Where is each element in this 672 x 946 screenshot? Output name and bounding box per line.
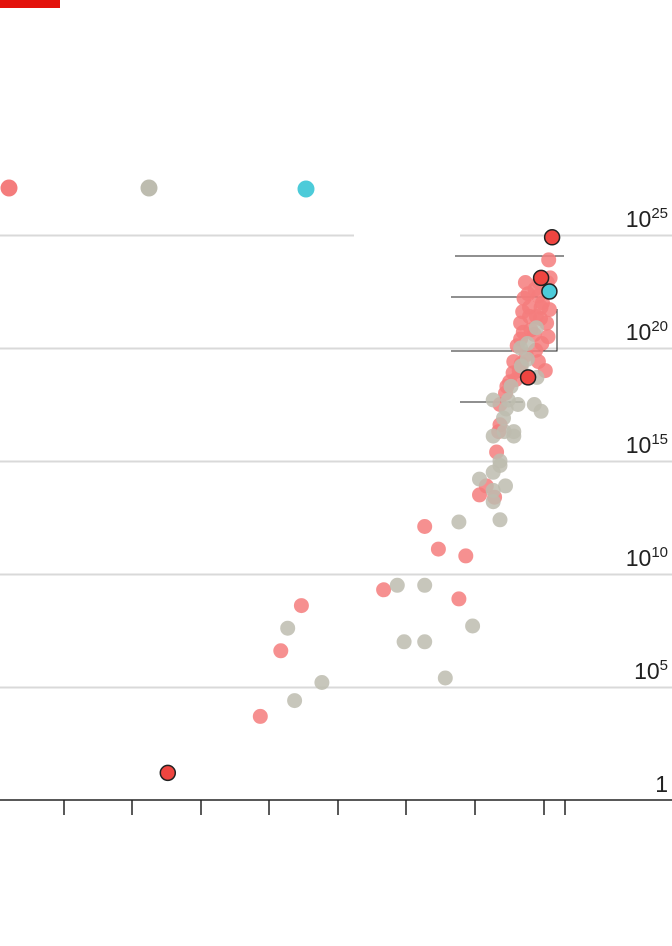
point-series-b — [519, 351, 535, 367]
point-series-b — [417, 577, 433, 593]
accent-bar — [0, 0, 60, 8]
point-series-b — [492, 512, 508, 528]
point-series-b — [533, 403, 549, 419]
point-series-a — [541, 252, 557, 268]
point-series-b — [485, 392, 501, 408]
point-series-b — [485, 494, 501, 510]
y-tick-label: 1 — [655, 771, 668, 797]
point-series-b — [417, 634, 433, 650]
point-series-b — [396, 634, 412, 650]
gridlines — [0, 234, 672, 689]
legend-marker-b — [140, 179, 158, 197]
point-series-b — [503, 378, 519, 394]
point-series-a — [541, 302, 557, 318]
point-series-b — [314, 675, 330, 690]
point-series-b — [389, 577, 405, 593]
highlighted-point — [532, 269, 550, 287]
highlighted-points — [159, 229, 561, 782]
y-tick-label: 105 — [634, 657, 668, 684]
y-tick-label: 1010 — [626, 544, 668, 571]
point-series-a — [540, 329, 556, 345]
point-series-b — [528, 320, 544, 336]
legend-marker-a — [0, 179, 18, 197]
point-series-a — [293, 598, 309, 614]
y-tick-labels: 1025 1020 1015 1010 105 1 — [626, 205, 668, 797]
data-points — [160, 252, 558, 781]
x-axis — [0, 799, 672, 815]
point-series-a — [376, 582, 392, 598]
point-series-b — [287, 693, 303, 709]
point-series-a — [252, 708, 268, 724]
highlighted-point — [159, 764, 177, 782]
point-series-b — [437, 670, 453, 686]
point-series-a — [430, 541, 446, 557]
point-series-b — [485, 482, 501, 498]
point-series-b — [519, 336, 535, 351]
point-series-b — [498, 478, 513, 494]
point-series-b — [492, 453, 508, 469]
highlighted-point — [541, 283, 558, 300]
point-series-b — [510, 397, 526, 412]
y-tick-label: 1025 — [626, 205, 668, 232]
point-series-b — [465, 618, 481, 634]
point-series-b — [451, 514, 467, 530]
point-series-a — [458, 548, 474, 564]
y-tick-label: 1020 — [626, 318, 668, 345]
legend-marker-c — [297, 180, 315, 198]
point-series-b — [506, 424, 522, 440]
leader-line — [451, 309, 558, 352]
y-tick-label: 1015 — [626, 431, 668, 458]
point-series-a — [417, 519, 433, 534]
highlighted-point — [543, 229, 561, 246]
point-series-a — [273, 643, 289, 659]
point-series-a — [451, 591, 467, 607]
legend — [0, 179, 315, 198]
point-series-b — [280, 620, 296, 636]
highlighted-point — [519, 369, 537, 386]
point-series-b — [472, 471, 487, 487]
